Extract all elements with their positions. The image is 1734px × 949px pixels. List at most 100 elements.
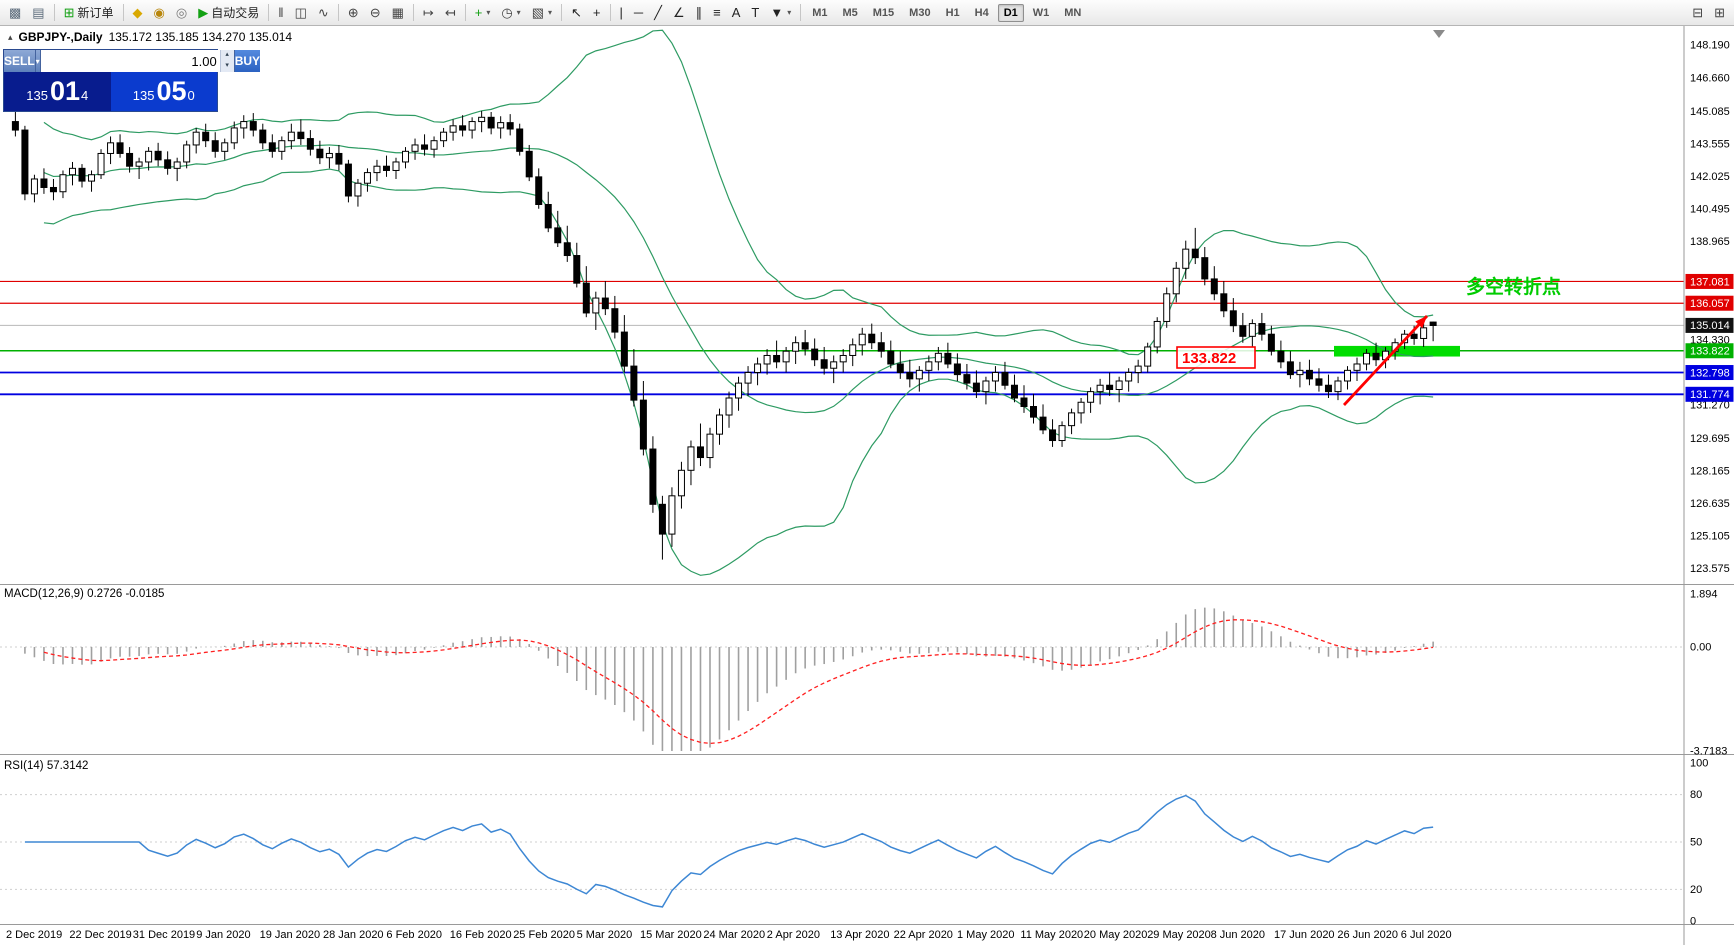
candle-body xyxy=(11,121,19,131)
price-annotation-box[interactable] xyxy=(1176,346,1256,369)
auto-scroll-button[interactable]: ↦ xyxy=(418,2,439,24)
price-annotation-label: 133.822 xyxy=(1182,350,1236,367)
profiles-button[interactable]: ▤ xyxy=(27,2,49,24)
volume-down-icon[interactable]: ▾ xyxy=(225,62,229,69)
time-axis[interactable] xyxy=(0,924,1684,946)
candle-body xyxy=(1258,323,1266,335)
sell-button[interactable]: SELL xyxy=(4,50,36,72)
candle-body xyxy=(240,121,248,129)
angle-line-icon: ∠ xyxy=(672,5,685,20)
metaeditor-button[interactable]: ◆ xyxy=(128,2,148,24)
horizontal-line-button[interactable]: ─ xyxy=(629,2,648,24)
timeframe-mn-button[interactable]: MN xyxy=(1058,4,1087,22)
timeframe-h1-button[interactable]: H1 xyxy=(940,4,966,22)
order-type-dropdown[interactable]: ▾ xyxy=(35,50,41,72)
candle-body xyxy=(68,167,76,176)
candle-body xyxy=(1305,369,1313,380)
autotrade-button[interactable]: ▶ 自动交易 xyxy=(193,2,264,24)
volume-stepper: ▴ ▾ xyxy=(219,50,234,72)
trendline-button[interactable]: ╱ xyxy=(649,2,667,24)
arrows-tool-button[interactable]: ▼ ▾ xyxy=(765,2,796,24)
chart-shift-icon: ↤ xyxy=(444,5,456,20)
zoom-out-button[interactable]: ⊖ xyxy=(365,2,386,24)
candle-body xyxy=(316,148,324,159)
templates-button[interactable]: ▧ ▾ xyxy=(527,2,557,24)
rsi-line[interactable] xyxy=(24,794,1434,908)
channel-button[interactable]: ∥ xyxy=(691,2,708,24)
volume-input[interactable] xyxy=(40,50,220,72)
zoom-in-button[interactable]: ⊕ xyxy=(343,2,364,24)
timeframe-m15-button[interactable]: M15 xyxy=(867,4,900,22)
candle-body xyxy=(858,333,866,346)
timeframe-m1-button[interactable]: M1 xyxy=(806,4,833,22)
timeframe-m30-button[interactable]: M30 xyxy=(903,4,936,22)
timeframe-w1-button[interactable]: W1 xyxy=(1027,4,1056,22)
candle-body xyxy=(116,142,124,154)
bar-chart-button[interactable]: ‖ xyxy=(273,2,288,24)
tile-windows-button[interactable]: ▦ xyxy=(387,2,409,24)
candle-body xyxy=(211,140,219,152)
bollinger-lower-line[interactable] xyxy=(43,168,1434,576)
new-order-button[interactable]: ⊞ 新订单 xyxy=(59,2,119,24)
text-label-button[interactable]: T xyxy=(746,2,764,24)
buy-price[interactable]: 135 05 0 xyxy=(110,72,217,111)
buy-button[interactable]: BUY xyxy=(234,50,261,72)
crosshair-icon: + xyxy=(592,5,601,20)
turning-point-annotation[interactable]: 多空转折点 xyxy=(1466,275,1561,298)
candle-body xyxy=(696,446,704,459)
candle-body xyxy=(830,361,838,369)
rsi-scale-label: 50 xyxy=(1690,837,1702,849)
price-axis[interactable] xyxy=(1684,26,1734,945)
macd-signal-line[interactable] xyxy=(43,619,1434,745)
candle-body xyxy=(421,144,429,150)
angle-line-button[interactable]: ∠ xyxy=(668,2,690,24)
line-chart-button[interactable]: ∿ xyxy=(313,2,334,24)
bar-chart-icon: ‖ xyxy=(278,5,284,20)
candle-body xyxy=(649,448,657,505)
candle-body xyxy=(392,161,400,171)
trend-arrow[interactable] xyxy=(1342,315,1429,406)
new-chart-button[interactable]: ▩ xyxy=(4,2,26,24)
candle-body xyxy=(877,342,885,352)
timeframe-m5-button[interactable]: M5 xyxy=(836,4,863,22)
indicators-button[interactable]: + ▾ xyxy=(470,2,496,24)
chart-plot-area[interactable] xyxy=(0,26,1684,585)
candle-body xyxy=(1182,248,1190,269)
print-button[interactable]: ⊟ xyxy=(1687,2,1708,24)
market-button[interactable]: ◉ xyxy=(149,2,170,24)
fibonacci-button[interactable]: ≡ xyxy=(708,2,726,24)
candle-body xyxy=(411,144,419,152)
toolbar-separator xyxy=(800,4,802,21)
candle-body xyxy=(535,176,543,205)
cursor-button[interactable]: ↖ xyxy=(566,2,587,24)
candle-body xyxy=(801,342,809,350)
chart-shift-button[interactable]: ↤ xyxy=(440,2,461,24)
date-tick-label: 28 Jan 2020 xyxy=(323,929,384,941)
one-click-toggle-icon[interactable]: ▴ xyxy=(8,31,13,42)
vertical-line-button[interactable]: | xyxy=(615,2,628,24)
crosshair-button[interactable]: + xyxy=(588,2,606,24)
text-button[interactable]: A xyxy=(727,2,746,24)
date-tick-label: 29 May 2020 xyxy=(1147,929,1211,941)
candle-body xyxy=(135,161,143,167)
periods-button[interactable]: ◷ ▾ xyxy=(496,2,525,24)
signals-button[interactable]: ◎ xyxy=(171,2,192,24)
scroll-end-marker-icon[interactable] xyxy=(1433,30,1445,38)
timeframe-h4-button[interactable]: H4 xyxy=(969,4,995,22)
timeframe-d1-button[interactable]: D1 xyxy=(997,3,1024,22)
candle-body xyxy=(30,178,38,195)
candle-body xyxy=(126,152,134,167)
print-preview-button[interactable]: ⊞ xyxy=(1709,2,1730,24)
volume-up-icon[interactable]: ▴ xyxy=(225,51,229,58)
date-tick-label: 26 Jun 2020 xyxy=(1337,929,1398,941)
date-tick-label: 16 Feb 2020 xyxy=(450,929,512,941)
candle-body xyxy=(611,308,619,333)
candle-body xyxy=(782,350,790,363)
candle-body xyxy=(677,469,685,497)
bollinger-upper-line[interactable] xyxy=(43,29,1434,356)
candle-body xyxy=(97,152,105,176)
candlestick-chart-button[interactable]: ◫ xyxy=(290,2,312,24)
sell-price[interactable]: 135 01 4 xyxy=(4,72,111,111)
